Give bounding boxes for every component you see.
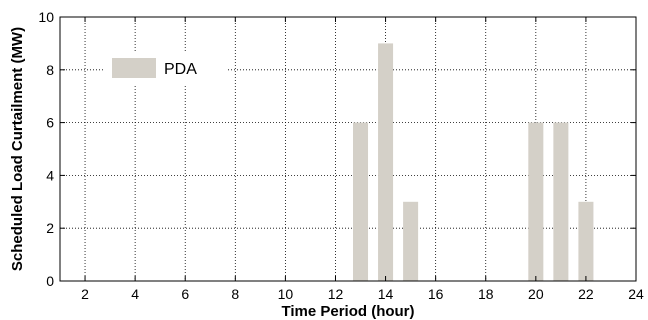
x-tick-label: 8	[231, 286, 239, 302]
y-tick-label: 10	[38, 9, 54, 25]
y-tick-label: 2	[46, 220, 54, 236]
y-tick-label: 6	[46, 115, 54, 131]
y-axis-label: Scheduled Load Curtailment (MW)	[9, 27, 26, 271]
bar-pda-hour-20	[528, 122, 544, 281]
x-tick-label: 4	[131, 286, 139, 302]
x-tick-label: 24	[628, 286, 644, 302]
x-tick-label: 10	[278, 286, 294, 302]
x-tick-label: 16	[428, 286, 444, 302]
bars-group	[353, 43, 594, 282]
bar-pda-hour-14	[378, 43, 394, 282]
y-tick-label: 4	[46, 167, 54, 183]
x-tick-label: 20	[528, 286, 544, 302]
x-tick-label: 22	[578, 286, 594, 302]
legend: PDA	[104, 52, 226, 84]
legend-swatch-pda	[112, 58, 156, 78]
legend-label-pda: PDA	[164, 61, 197, 78]
y-tick-labels: 0 2 4 6 8 10	[38, 9, 54, 289]
bar-pda-hour-22	[578, 201, 594, 281]
x-tick-labels: 2 4 6 8 10 12 14 16 18 20 22 24	[81, 286, 644, 302]
x-tick-label: 18	[478, 286, 494, 302]
bar-pda-hour-15	[403, 201, 419, 281]
x-tick-label: 6	[181, 286, 189, 302]
plot-frame	[59, 16, 637, 282]
bar-pda-hour-13	[353, 122, 369, 281]
bar-pda-hour-21	[553, 122, 569, 281]
y-tick-label: 0	[46, 273, 54, 289]
y-tick-label: 8	[46, 62, 54, 78]
x-axis-label: Time Period (hour)	[281, 303, 414, 320]
x-tick-label: 14	[378, 286, 394, 302]
x-tick-label: 12	[328, 286, 344, 302]
x-tick-label: 2	[81, 286, 89, 302]
axis-ticks	[60, 16, 637, 282]
